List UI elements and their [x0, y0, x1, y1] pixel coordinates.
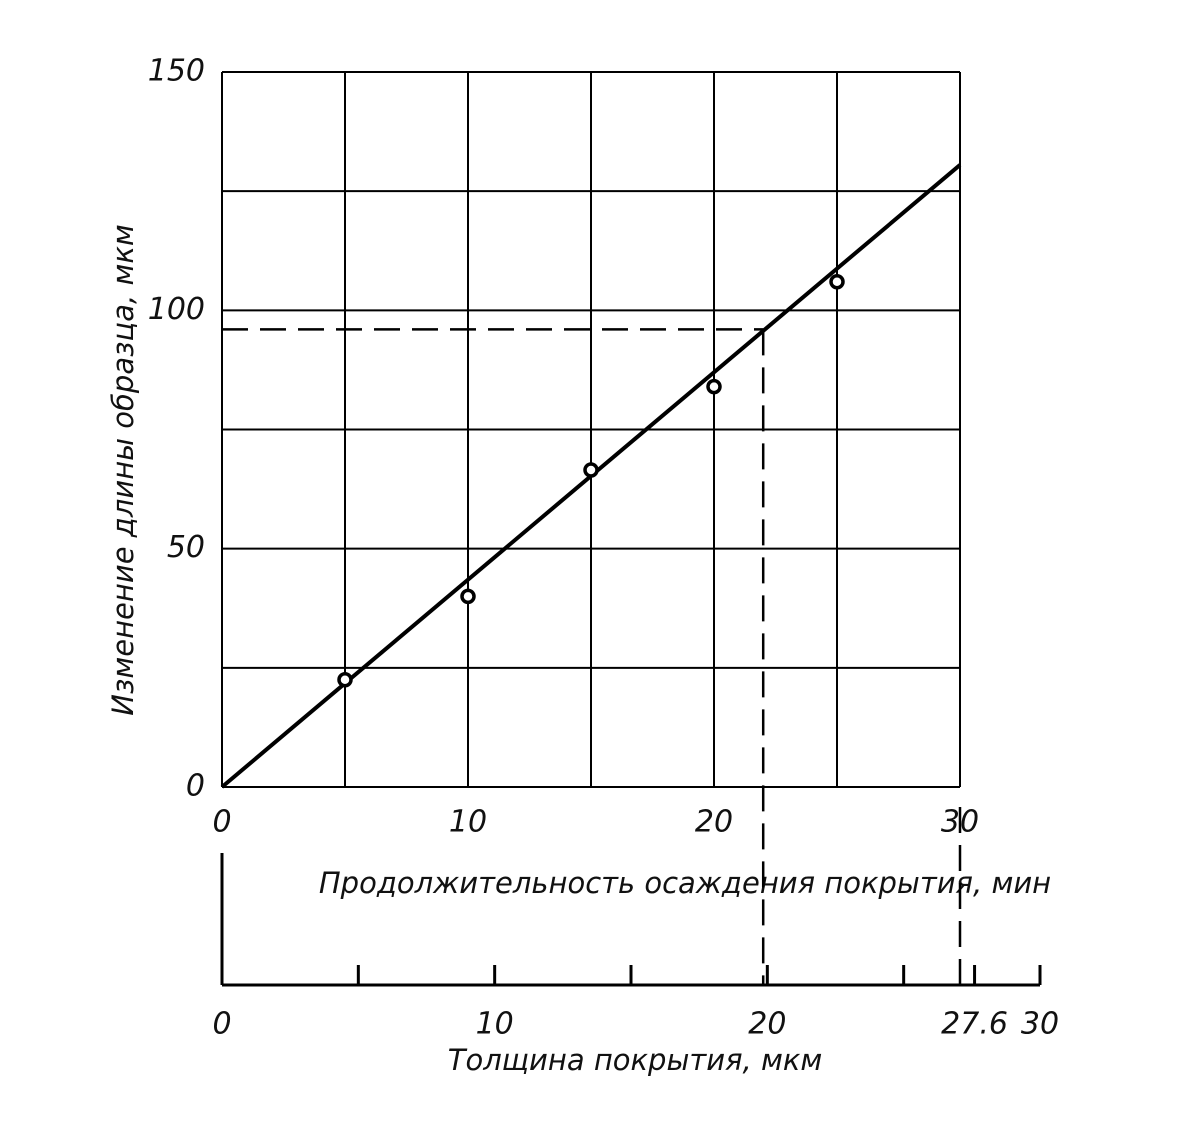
data-point: [583, 462, 599, 478]
x-tick-label: 10: [449, 805, 487, 840]
x2-tick-label: 0: [212, 1007, 231, 1042]
y-tick-label: 100: [148, 292, 205, 327]
data-point: [829, 273, 845, 290]
data-point: [337, 672, 353, 688]
x2-axis-title: Толщина покрытия, мкм: [448, 1043, 823, 1077]
y-tick-label: 0: [186, 769, 205, 804]
x2-tick-label: 30: [1021, 1007, 1059, 1042]
y-tick-label: 150: [148, 54, 205, 89]
x-tick-label: 20: [695, 805, 733, 840]
data-point: [706, 378, 722, 395]
y-axis-title: Изменение длины образца, мкм: [106, 224, 140, 715]
x2-tick-label: 27.6: [941, 1007, 1008, 1042]
x2-tick-label: 10: [476, 1007, 514, 1042]
x-axis-title: Продолжительность осаждения покрытия, ми…: [319, 866, 1051, 900]
x2-tick-label: 20: [748, 1007, 786, 1042]
data-point: [460, 588, 476, 605]
y-tick-label: 50: [167, 530, 205, 565]
x-tick-label: 0: [212, 805, 231, 840]
